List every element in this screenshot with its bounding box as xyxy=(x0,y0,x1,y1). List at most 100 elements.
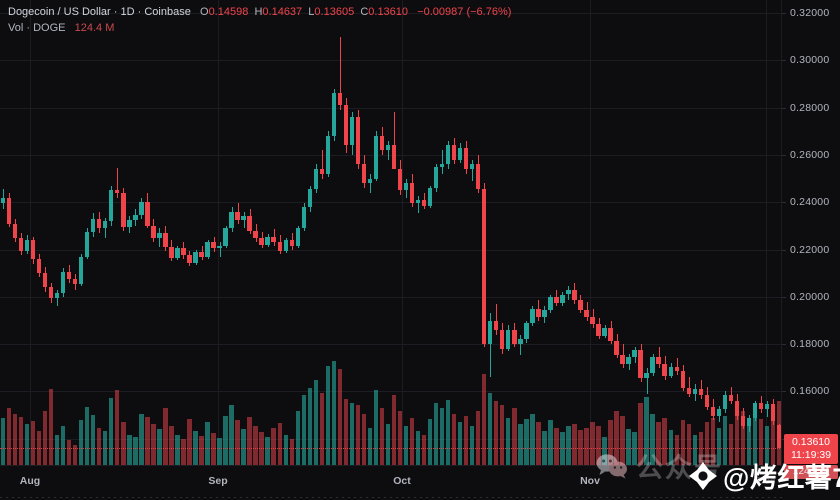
last-price-badge: 0.13610 11:19:39 xyxy=(784,434,838,464)
gridline-horizontal xyxy=(0,155,782,156)
volume-bar xyxy=(608,419,613,466)
time-tick-label: Oct xyxy=(393,475,411,487)
volume-bar xyxy=(482,373,487,466)
gridline-horizontal xyxy=(0,13,782,14)
volume-bar xyxy=(572,424,577,466)
volume-bar xyxy=(355,405,361,466)
volume-bar xyxy=(740,411,746,466)
price-tick-mark xyxy=(782,60,786,61)
volume-bar xyxy=(24,424,30,466)
legend-low-value: 0.13605 xyxy=(314,6,355,18)
volume-bar xyxy=(680,419,685,466)
gridline-vertical xyxy=(218,0,219,466)
price-tick-mark xyxy=(782,13,786,14)
gridline-horizontal xyxy=(0,297,782,298)
volume-bar xyxy=(277,422,282,466)
gridline-horizontal xyxy=(0,391,782,392)
gridline-horizontal xyxy=(0,250,782,251)
volume-bar xyxy=(463,415,469,466)
legend-interval[interactable]: 1D xyxy=(120,6,135,18)
volume-bar xyxy=(626,429,631,466)
last-price-value: 0.13610 xyxy=(792,436,830,449)
volume-bar xyxy=(217,437,222,466)
volume-bar xyxy=(488,392,493,466)
volume-bar xyxy=(584,428,589,466)
volume-bar xyxy=(283,434,288,466)
legend-sep-1: · xyxy=(110,6,121,18)
volume-bar xyxy=(602,436,607,466)
volume-bar xyxy=(494,400,499,466)
volume-bar xyxy=(133,436,138,466)
price-tick-label: 0.20000 xyxy=(790,290,830,303)
price-tick-mark xyxy=(782,344,786,345)
volume-bar xyxy=(548,419,553,466)
volume-bar xyxy=(235,419,240,466)
volume-bar xyxy=(211,433,216,466)
volume-bar xyxy=(199,435,204,466)
volume-bar xyxy=(169,426,174,466)
legend-exchange[interactable]: Coinbase xyxy=(144,6,191,18)
chart-plot-area[interactable] xyxy=(0,0,782,466)
gridline-horizontal xyxy=(0,108,782,109)
price-tick-mark xyxy=(782,297,786,298)
volume-bar xyxy=(337,369,343,466)
legend-symbol[interactable]: Dogecoin / US Dollar xyxy=(8,6,111,18)
volume-bar xyxy=(758,418,764,466)
volume-bar xyxy=(752,408,758,466)
volume-bar xyxy=(361,413,367,466)
volume-bar xyxy=(554,428,559,466)
price-tick-label: 0.24000 xyxy=(790,196,830,209)
volume-bar xyxy=(650,413,655,466)
gridline-horizontal xyxy=(0,439,782,440)
price-tick-label: 0.32000 xyxy=(790,7,830,19)
volume-bar xyxy=(271,428,276,466)
legend-volume-label: Vol · DOGE xyxy=(8,22,66,34)
volume-bar xyxy=(656,421,661,466)
volume-bar xyxy=(79,419,84,466)
volume-bar xyxy=(54,434,60,466)
legend-open-value: 0.14598 xyxy=(208,6,249,18)
volume-bar xyxy=(439,408,445,466)
legend-close-value: 0.13610 xyxy=(368,6,409,18)
volume-bar xyxy=(319,392,325,466)
price-tick-label: 0.30000 xyxy=(790,54,830,67)
volume-bar xyxy=(85,407,90,466)
volume-bar xyxy=(175,434,180,466)
volume-bar xyxy=(181,438,186,466)
legend-open-label: O xyxy=(200,6,209,18)
volume-bar xyxy=(60,426,66,466)
price-axis[interactable]: 0.32000 0.30000 0.28000 0.26000 0.24000 0.220… xyxy=(781,0,840,500)
gridline-vertical xyxy=(30,0,31,466)
volume-bar xyxy=(121,421,126,466)
volume-bar xyxy=(187,418,192,466)
price-tick-mark xyxy=(782,155,786,156)
volume-bar xyxy=(560,432,565,466)
volume-bar xyxy=(530,413,535,466)
volume-bar xyxy=(42,411,48,466)
volume-bar xyxy=(391,394,397,466)
gridline-vertical xyxy=(590,0,591,466)
legend-close-label: C xyxy=(360,6,369,18)
price-tick-label: 0.18000 xyxy=(790,338,830,351)
last-price-time: 11:19:39 xyxy=(790,448,832,461)
price-tick-mark xyxy=(782,391,786,392)
volume-bar xyxy=(476,411,481,466)
legend-main-row[interactable]: Dogecoin / US Dollar · 1D · Coinbase O0.… xyxy=(8,5,511,19)
volume-bar xyxy=(536,421,541,466)
volume-bar xyxy=(331,361,337,466)
volume-bar xyxy=(710,417,716,466)
legend-volume-row[interactable]: Vol · DOGE 124.4 M xyxy=(8,21,511,35)
volume-bar xyxy=(728,424,734,466)
volume-bar xyxy=(764,426,770,466)
volume-bar xyxy=(704,421,709,466)
price-tick-label: 0.16000 xyxy=(790,385,830,398)
volume-bar xyxy=(301,394,306,466)
legend-volume-value: 124.4 M xyxy=(74,22,115,34)
volume-bar xyxy=(692,434,697,466)
time-axis[interactable]: Aug Sep Oct Nov Dec xyxy=(0,465,782,500)
volume-bar xyxy=(451,413,457,466)
volume-bar xyxy=(325,366,331,466)
chart-legend: Dogecoin / US Dollar · 1D · Coinbase O0.… xyxy=(8,5,511,35)
volume-bar xyxy=(596,426,601,466)
